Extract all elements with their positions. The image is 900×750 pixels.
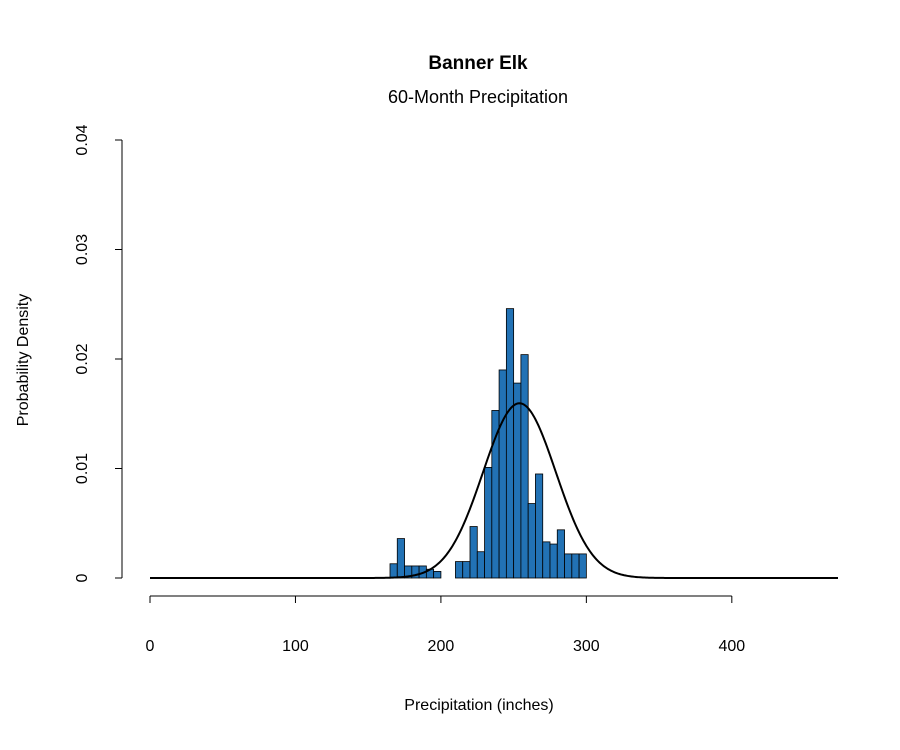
histogram-bar: [578, 553, 587, 579]
histogram-bar: [462, 561, 471, 579]
histogram-bar: [389, 563, 398, 579]
histogram-bar: [469, 526, 478, 579]
histogram-bar: [571, 553, 580, 579]
y-tick-label: 0.03: [74, 234, 91, 265]
x-tick-label: 100: [282, 638, 309, 655]
histogram-bars: [389, 308, 587, 579]
x-tick-label: 300: [573, 638, 600, 655]
histogram-bar: [549, 543, 558, 579]
histogram-bar: [433, 571, 442, 579]
normal-density-curve: [150, 402, 838, 579]
histogram-bar: [396, 538, 405, 579]
y-tick-label: 0.02: [74, 343, 91, 374]
histogram-bar: [513, 382, 522, 579]
histogram-bar: [542, 541, 551, 579]
histogram-bar: [498, 369, 507, 579]
x-tick-label: 400: [718, 638, 745, 655]
histogram-bar: [527, 503, 536, 579]
histogram-bar: [455, 561, 464, 579]
chart-subtitle: 60-Month Precipitation: [388, 87, 568, 107]
y-axis: 0 0.01 0.02 0.03 0.04: [74, 124, 123, 582]
histogram-bar: [484, 467, 493, 579]
histogram-bar: [556, 529, 565, 579]
y-tick-label: 0.04: [74, 124, 91, 155]
histogram-bar: [505, 308, 515, 579]
y-tick-label: 0.01: [74, 453, 91, 484]
histogram-bar: [520, 354, 529, 579]
histogram-bar: [535, 473, 544, 579]
y-axis-label: Probability Density: [15, 294, 32, 427]
chart-title: Banner Elk: [428, 53, 528, 74]
y-tick-label: 0: [74, 573, 91, 582]
x-axis-label: Precipitation (inches): [404, 697, 553, 714]
x-tick-label: 200: [428, 638, 455, 655]
normal-curve-group: [150, 402, 838, 579]
histogram-bar: [476, 551, 485, 579]
x-tick-label: 0: [146, 638, 155, 655]
x-axis: 0 100 200 300 400: [146, 595, 745, 655]
histogram-bar: [564, 553, 573, 579]
